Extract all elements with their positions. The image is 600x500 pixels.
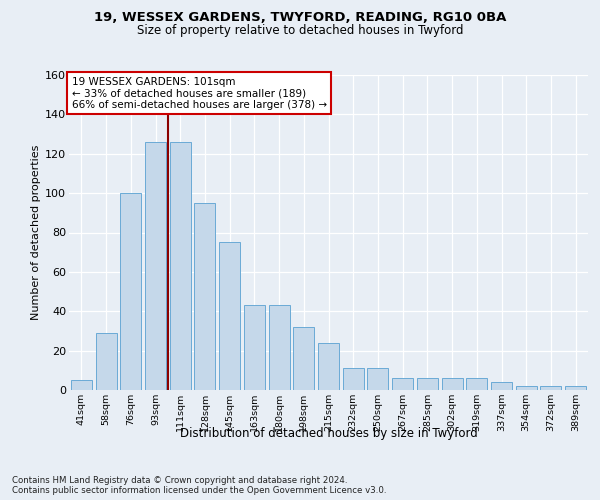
- Text: Distribution of detached houses by size in Twyford: Distribution of detached houses by size …: [180, 428, 478, 440]
- Bar: [466, 378, 487, 390]
- Bar: [120, 193, 141, 390]
- Bar: [71, 380, 92, 390]
- Bar: [367, 368, 388, 390]
- Bar: [392, 378, 413, 390]
- Bar: [318, 343, 339, 390]
- Bar: [442, 378, 463, 390]
- Text: 19, WESSEX GARDENS, TWYFORD, READING, RG10 0BA: 19, WESSEX GARDENS, TWYFORD, READING, RG…: [94, 11, 506, 24]
- Text: 19 WESSEX GARDENS: 101sqm
← 33% of detached houses are smaller (189)
66% of semi: 19 WESSEX GARDENS: 101sqm ← 33% of detac…: [71, 76, 327, 110]
- Bar: [244, 306, 265, 390]
- Bar: [417, 378, 438, 390]
- Bar: [343, 368, 364, 390]
- Bar: [565, 386, 586, 390]
- Bar: [516, 386, 537, 390]
- Bar: [219, 242, 240, 390]
- Bar: [145, 142, 166, 390]
- Y-axis label: Number of detached properties: Number of detached properties: [31, 145, 41, 320]
- Bar: [194, 203, 215, 390]
- Text: Contains HM Land Registry data © Crown copyright and database right 2024.
Contai: Contains HM Land Registry data © Crown c…: [12, 476, 386, 495]
- Bar: [170, 142, 191, 390]
- Bar: [95, 333, 116, 390]
- Bar: [269, 306, 290, 390]
- Text: Size of property relative to detached houses in Twyford: Size of property relative to detached ho…: [137, 24, 463, 37]
- Bar: [541, 386, 562, 390]
- Bar: [491, 382, 512, 390]
- Bar: [293, 327, 314, 390]
